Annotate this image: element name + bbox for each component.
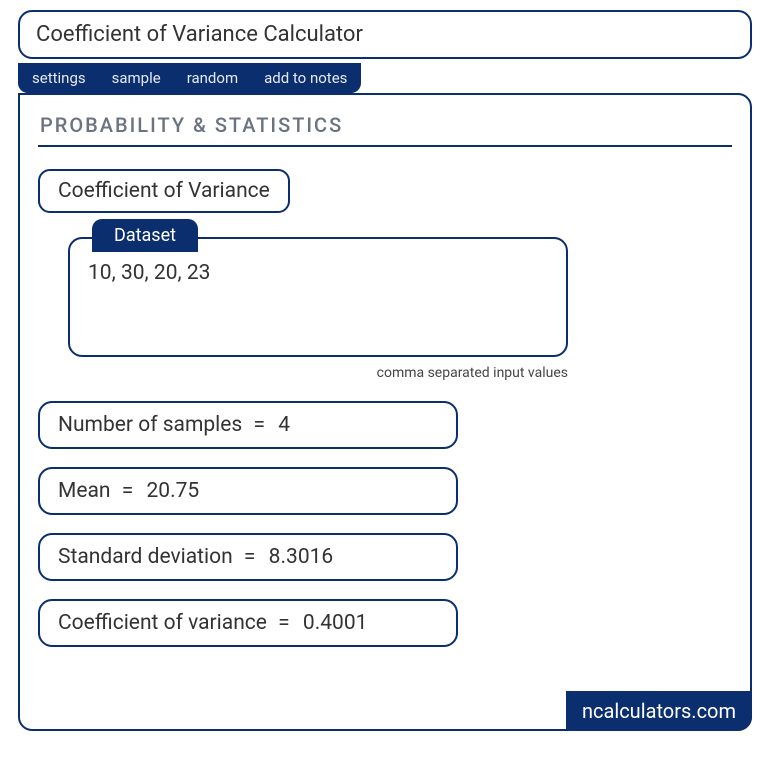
result-stddev-value: 8.3016: [269, 545, 334, 569]
calculator-subtitle: Coefficient of Variance: [38, 169, 290, 213]
result-stddev-label: Standard deviation: [58, 545, 233, 569]
dataset-label: Dataset: [92, 219, 198, 252]
result-stddev: Standard deviation = 8.3016: [38, 533, 458, 581]
equals-sign: =: [253, 413, 267, 437]
result-samples-label: Number of samples: [58, 413, 242, 437]
result-mean-value: 20.75: [146, 479, 199, 503]
equals-sign: =: [122, 479, 136, 503]
tab-add-to-notes[interactable]: add to notes: [264, 69, 347, 87]
page-title: Coefficient of Variance Calculator: [18, 10, 752, 59]
footer-brand[interactable]: ncalculators.com: [566, 691, 752, 731]
result-mean-label: Mean: [58, 479, 111, 503]
result-cov: Coefficient of variance = 0.4001: [38, 599, 458, 647]
tab-sample[interactable]: sample: [112, 69, 161, 87]
equals-sign: =: [278, 611, 292, 635]
tab-settings[interactable]: settings: [32, 69, 86, 87]
result-cov-value: 0.4001: [303, 611, 368, 635]
result-samples-value: 4: [278, 413, 290, 437]
section-header: PROBABILITY & STATISTICS: [38, 109, 732, 147]
dataset-input[interactable]: 10, 30, 20, 23: [68, 237, 568, 357]
tab-bar: settings sample random add to notes: [18, 63, 361, 93]
result-mean: Mean = 20.75: [38, 467, 458, 515]
result-cov-label: Coefficient of variance: [58, 611, 267, 635]
main-panel: PROBABILITY & STATISTICS Coefficient of …: [18, 93, 752, 731]
dataset-helper-text: comma separated input values: [68, 365, 568, 381]
result-samples: Number of samples = 4: [38, 401, 458, 449]
tab-random[interactable]: random: [187, 69, 238, 87]
equals-sign: =: [244, 545, 258, 569]
dataset-group: Dataset 10, 30, 20, 23: [68, 237, 568, 357]
